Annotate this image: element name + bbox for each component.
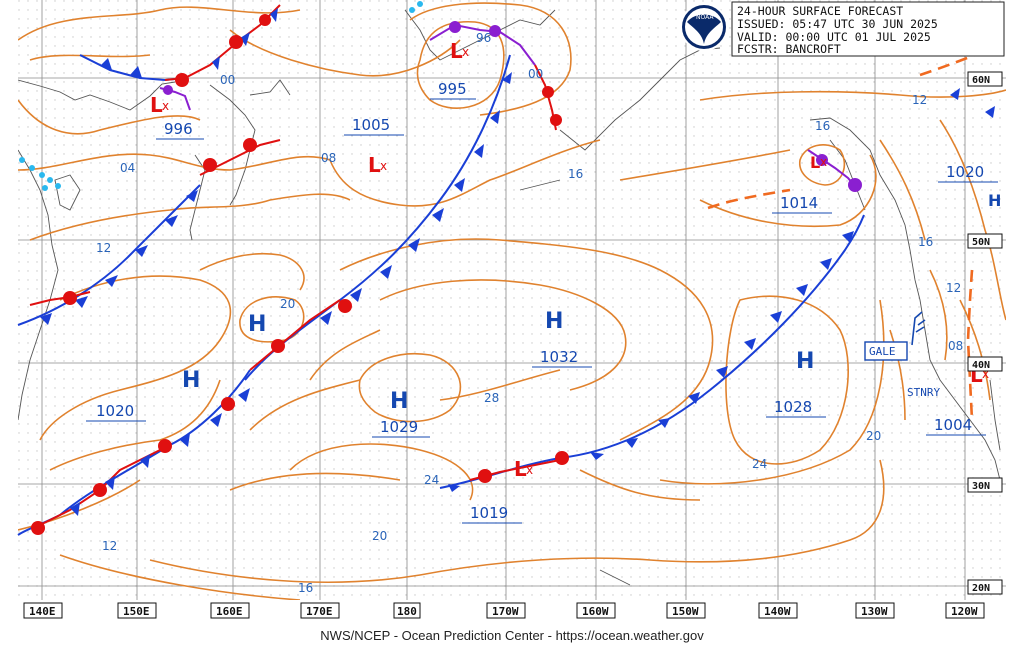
isobar-label: 16 xyxy=(815,119,830,133)
lon-label: 150W xyxy=(672,605,699,618)
lat-label: 30N xyxy=(972,481,990,492)
pressure-value: 1020 xyxy=(946,163,984,181)
header-valid: VALID: 00:00 UTC 01 JUL 2025 xyxy=(737,30,931,44)
lat-label: 50N xyxy=(972,237,990,248)
pressure-value: 995 xyxy=(438,80,467,98)
lon-label: 140W xyxy=(764,605,791,618)
pressure-value: 1005 xyxy=(352,116,390,134)
longitude-labels: 140E 150E 160E 170E 180 170W 160W 150W 1… xyxy=(23,602,985,619)
low-symbol: L xyxy=(150,93,163,117)
lon-label: 170E xyxy=(306,605,333,618)
isobar-label: 12 xyxy=(912,93,927,107)
pressure-value: 1019 xyxy=(470,504,508,522)
isobar-labels: 00 04 12 08 00 96 16 20 28 24 20 12 16 1… xyxy=(96,31,963,595)
map-background xyxy=(18,0,1006,600)
isobar-label: 00 xyxy=(528,67,543,81)
isobar-label: 28 xyxy=(484,391,499,405)
low-symbol: L xyxy=(450,39,463,63)
low-center: x xyxy=(380,159,387,173)
lon-label: 170W xyxy=(492,605,519,618)
isobar-label: 16 xyxy=(298,581,313,595)
isobar-label: 12 xyxy=(96,241,111,255)
lat-label: 20N xyxy=(972,583,990,594)
warning-tags: GALE STNRY xyxy=(864,341,940,399)
lat-label: 60N xyxy=(972,75,990,86)
gale-label: GALE xyxy=(869,345,896,358)
low-symbol: L xyxy=(368,153,381,177)
isobar-label: 08 xyxy=(948,339,963,353)
pressure-value: 996 xyxy=(164,120,193,138)
header-box xyxy=(731,1,1005,57)
ice-edge-dots xyxy=(19,1,423,191)
header-panel: 24-HOUR SURFACE FORECAST ISSUED: 05:47 U… xyxy=(680,1,1005,57)
isobar-label: 16 xyxy=(568,167,583,181)
pressure-value: 1029 xyxy=(380,418,418,436)
low-center: x xyxy=(162,99,169,113)
high-symbol: H xyxy=(182,368,200,393)
isobar-label: 08 xyxy=(321,151,336,165)
high-symbol: H xyxy=(390,389,408,414)
coastlines xyxy=(18,9,1001,586)
lon-label: 130W xyxy=(861,605,888,618)
high-symbol-edge: H xyxy=(988,191,1001,210)
lon-label: 160W xyxy=(582,605,609,618)
wind-barbs xyxy=(911,311,926,346)
lat-label: 40N xyxy=(972,360,990,371)
lon-label: 180 xyxy=(397,605,417,618)
isobar-label: 24 xyxy=(424,473,439,487)
latitude-labels: 60N 50N 40N 30N 20N xyxy=(967,71,1003,595)
lows: L x 996 L x 995 1005 L x L x 1019 L x 10… xyxy=(150,39,989,524)
occluded-symbols xyxy=(163,21,862,192)
high-symbol: H xyxy=(545,309,563,334)
noaa-logo-text: NOAA xyxy=(696,14,714,21)
low-center: x xyxy=(526,463,533,477)
isobars xyxy=(18,2,1006,600)
isobar-label: 16 xyxy=(918,235,933,249)
lon-label: 150E xyxy=(123,605,150,618)
isobar-label: 12 xyxy=(946,281,961,295)
pressure-value: 1004 xyxy=(934,416,972,434)
low-center: x xyxy=(462,45,469,59)
pressure-value: 1032 xyxy=(540,348,578,366)
warm-front-semicircles xyxy=(31,14,569,535)
lon-label: 140E xyxy=(29,605,56,618)
gale-box xyxy=(864,341,908,361)
low-center: x xyxy=(820,155,827,169)
isobar-label: 04 xyxy=(120,161,135,175)
isobar-label: 24 xyxy=(752,457,767,471)
isobar-label: 12 xyxy=(102,539,117,553)
isobar-label: 20 xyxy=(866,429,881,443)
header-title: 24-HOUR SURFACE FORECAST xyxy=(737,4,903,18)
highs: H 1020 H H 1029 H 1032 H 1028 1020 H xyxy=(86,163,1001,438)
high-symbol: H xyxy=(248,312,266,337)
low-symbol: L xyxy=(514,457,527,481)
isobar-label: 20 xyxy=(372,529,387,543)
isobar-label: 96 xyxy=(476,31,491,45)
header-forecaster: FCSTR: BANCROFT xyxy=(737,42,841,56)
source-credit: NWS/NCEP - Ocean Prediction Center - htt… xyxy=(320,628,704,643)
lon-label: 120W xyxy=(951,605,978,618)
low-center: x xyxy=(982,367,989,381)
high-symbol: H xyxy=(796,349,814,374)
cold-front-triangles xyxy=(40,8,995,516)
lon-label: 160E xyxy=(216,605,243,618)
pressure-value: 1020 xyxy=(96,402,134,420)
isobar-label: 00 xyxy=(220,73,235,87)
low-symbol: L xyxy=(810,153,820,172)
header-issued: ISSUED: 05:47 UTC 30 JUN 2025 xyxy=(737,17,938,31)
pressure-value: 1028 xyxy=(774,398,812,416)
stnry-label: STNRY xyxy=(907,386,940,399)
isobar-label: 20 xyxy=(280,297,295,311)
pressure-value: 1014 xyxy=(780,194,818,212)
